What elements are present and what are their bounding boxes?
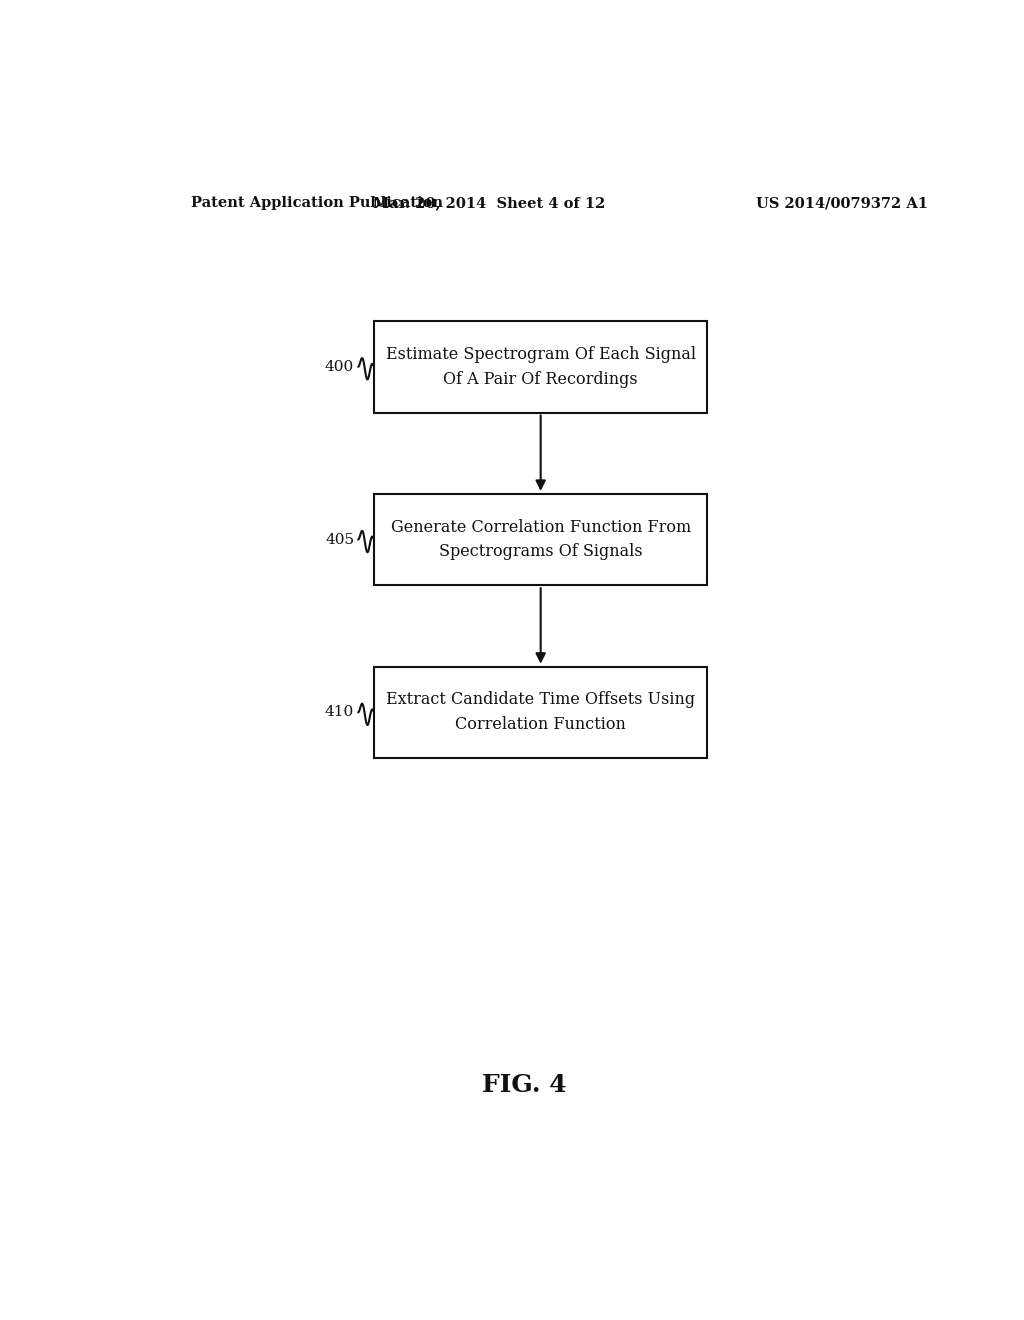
Text: FIG. 4: FIG. 4 (482, 1073, 567, 1097)
Bar (374, 667, 708, 758)
Bar (374, 321, 708, 412)
Text: Generate Correlation Function From
Spectrograms Of Signals: Generate Correlation Function From Spect… (390, 519, 691, 561)
Text: 400: 400 (325, 360, 354, 374)
Text: 410: 410 (325, 705, 354, 719)
Text: 405: 405 (325, 532, 354, 546)
Text: Extract Candidate Time Offsets Using
Correlation Function: Extract Candidate Time Offsets Using Cor… (386, 692, 695, 733)
Text: Patent Application Publication: Patent Application Publication (191, 197, 443, 210)
Text: US 2014/0079372 A1: US 2014/0079372 A1 (757, 197, 928, 210)
Bar (374, 494, 708, 585)
Text: Estimate Spectrogram Of Each Signal
Of A Pair Of Recordings: Estimate Spectrogram Of Each Signal Of A… (386, 346, 695, 388)
Text: Mar. 20, 2014  Sheet 4 of 12: Mar. 20, 2014 Sheet 4 of 12 (373, 197, 605, 210)
